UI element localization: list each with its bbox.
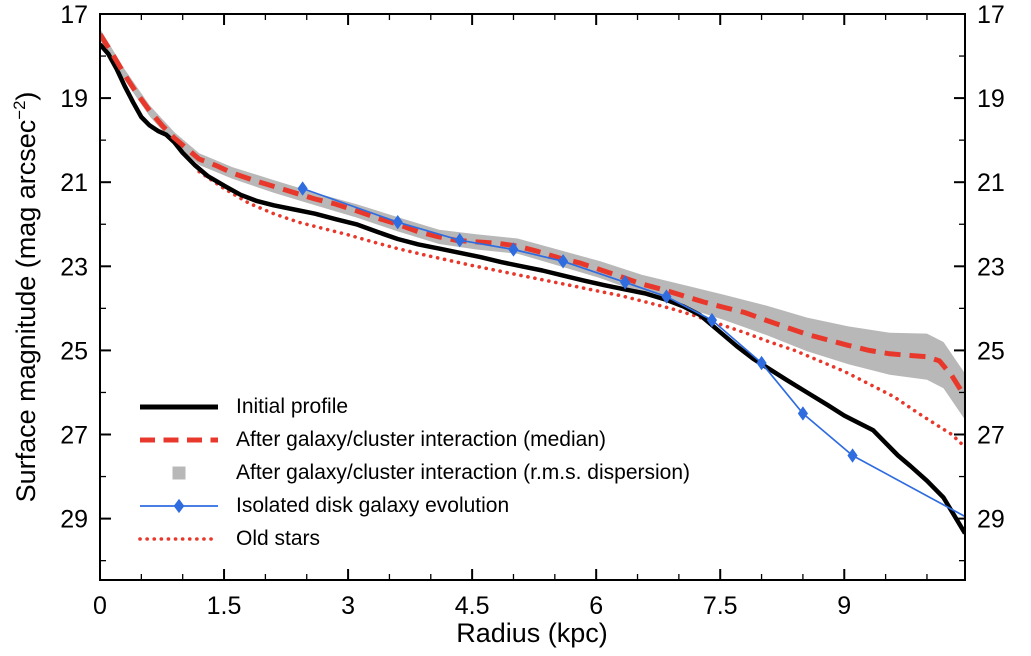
series-line-isolated-disk xyxy=(302,187,965,518)
legend-label-initial-profile: Initial profile xyxy=(236,394,349,418)
y-tick-label-left: 25 xyxy=(60,337,88,365)
series-band-rms-dispersion xyxy=(100,28,965,420)
y-tick-label-left: 21 xyxy=(60,169,88,197)
legend-label-isolated-disk: Isolated disk galaxy evolution xyxy=(236,493,510,517)
x-tick-label: 7.5 xyxy=(703,592,738,620)
y-tick-label-left: 19 xyxy=(60,85,88,113)
diamond-marker xyxy=(797,406,809,421)
x-tick-label: 4.5 xyxy=(455,592,490,620)
diamond-marker xyxy=(454,233,465,248)
y-tick-label-left: 29 xyxy=(60,506,88,534)
series-line-interaction-median xyxy=(100,32,965,399)
legend-diamond-isolated xyxy=(173,498,185,513)
y-tick-label-left: 17 xyxy=(60,1,88,29)
diamond-marker xyxy=(756,355,767,371)
diamond-marker xyxy=(558,254,569,269)
y-axis-label: Surface magnitude (mag arcsec−2) xyxy=(10,92,42,503)
x-tick-label: 3 xyxy=(341,592,355,620)
y-axis-label-text: Surface magnitude (mag arcsec xyxy=(11,119,41,503)
diamond-marker xyxy=(392,214,403,230)
legend-label-interaction-median: After galaxy/cluster interaction (median… xyxy=(236,427,606,451)
y-tick-label-right: 27 xyxy=(977,422,1005,450)
diamond-marker xyxy=(620,275,631,290)
y-tick-label-left: 23 xyxy=(60,253,88,281)
diamond-marker xyxy=(297,181,308,196)
legend-square-dispersion xyxy=(172,466,186,479)
x-tick-label: 0 xyxy=(93,592,107,620)
legend-symbol-blue-line-diamond xyxy=(134,498,226,514)
x-tick-label: 6 xyxy=(589,592,603,620)
legend-item-old-stars: Old stars xyxy=(134,522,690,555)
legend: Initial profile After galaxy/cluster int… xyxy=(134,390,690,555)
x-tick-label: 1.5 xyxy=(207,592,242,620)
axis-frame xyxy=(99,13,966,581)
y-axis-label-close: ) xyxy=(11,91,41,101)
y-tick-label-left: 27 xyxy=(60,422,88,450)
legend-item-interaction-median: After galaxy/cluster interaction (median… xyxy=(134,423,690,456)
legend-symbol-red-dashed-line xyxy=(134,432,226,448)
y-tick-label-right: 23 xyxy=(977,253,1005,281)
legend-label-old-stars: Old stars xyxy=(236,526,321,550)
legend-item-interaction-dispersion: After galaxy/cluster interaction (r.m.s.… xyxy=(134,456,690,489)
y-tick-label-right: 19 xyxy=(977,85,1005,113)
y-tick-label-right: 17 xyxy=(977,1,1005,29)
series-line-old-stars xyxy=(197,169,965,449)
legend-item-isolated-disk: Isolated disk galaxy evolution xyxy=(134,489,690,522)
y-tick-label-right: 29 xyxy=(977,506,1005,534)
series-line-initial-profile xyxy=(100,42,965,535)
x-tick-label: 9 xyxy=(837,592,851,620)
diamond-marker xyxy=(661,289,672,304)
legend-symbol-gray-square xyxy=(134,465,226,481)
diamond-marker xyxy=(847,448,858,463)
x-axis-label: Radius (kpc) xyxy=(456,618,608,648)
diamond-marker xyxy=(508,242,519,257)
legend-symbol-solid-black-line xyxy=(134,399,226,415)
diamond-marker xyxy=(706,312,718,328)
plot-series-group xyxy=(100,28,965,535)
legend-item-initial-profile: Initial profile xyxy=(134,390,690,423)
y-axis-label-superscript: −2 xyxy=(10,100,29,120)
y-tick-label-right: 25 xyxy=(977,337,1005,365)
legend-symbol-red-dotted-line xyxy=(134,531,226,547)
y-tick-label-right: 21 xyxy=(977,169,1005,197)
legend-label-interaction-dispersion: After galaxy/cluster interaction (r.m.s.… xyxy=(236,460,691,484)
